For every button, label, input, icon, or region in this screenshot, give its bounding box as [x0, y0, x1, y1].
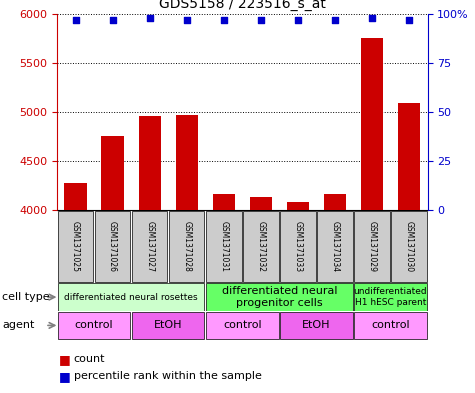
Text: EtOH: EtOH: [302, 320, 331, 331]
FancyBboxPatch shape: [169, 211, 204, 282]
FancyBboxPatch shape: [354, 283, 427, 311]
FancyBboxPatch shape: [206, 312, 278, 339]
FancyBboxPatch shape: [354, 312, 427, 339]
Bar: [361, 38, 383, 393]
Text: ■: ■: [59, 369, 71, 383]
Text: GSM1371026: GSM1371026: [108, 221, 117, 272]
Text: GSM1371028: GSM1371028: [182, 221, 191, 272]
Text: ■: ■: [59, 353, 71, 366]
FancyBboxPatch shape: [317, 211, 352, 282]
Text: GSM1371031: GSM1371031: [219, 221, 228, 272]
Point: [257, 17, 265, 23]
Text: GSM1371034: GSM1371034: [331, 221, 339, 272]
Text: differentiated neural rosettes: differentiated neural rosettes: [64, 293, 198, 301]
FancyBboxPatch shape: [391, 211, 427, 282]
Bar: [176, 115, 198, 393]
Point: [405, 17, 413, 23]
Text: differentiated neural
progenitor cells: differentiated neural progenitor cells: [221, 286, 337, 308]
FancyBboxPatch shape: [206, 283, 352, 311]
Bar: [287, 202, 309, 393]
Text: GSM1371033: GSM1371033: [294, 221, 302, 272]
FancyBboxPatch shape: [280, 312, 352, 339]
FancyBboxPatch shape: [58, 283, 204, 311]
Point: [183, 17, 190, 23]
Text: GSM1371030: GSM1371030: [405, 221, 413, 272]
FancyBboxPatch shape: [206, 211, 241, 282]
Point: [146, 15, 153, 21]
FancyBboxPatch shape: [280, 211, 315, 282]
Text: GSM1371029: GSM1371029: [368, 221, 376, 272]
Point: [109, 17, 116, 23]
Point: [368, 15, 376, 21]
FancyBboxPatch shape: [132, 312, 204, 339]
Bar: [213, 193, 235, 393]
Bar: [102, 136, 124, 393]
Text: GSM1371025: GSM1371025: [71, 221, 80, 272]
Text: control: control: [75, 320, 114, 331]
Text: percentile rank within the sample: percentile rank within the sample: [74, 371, 262, 381]
Text: control: control: [371, 320, 410, 331]
Bar: [139, 116, 161, 393]
Bar: [398, 103, 420, 393]
Text: undifferentiated
H1 hESC parent: undifferentiated H1 hESC parent: [353, 287, 428, 307]
Bar: [250, 197, 272, 393]
Text: agent: agent: [2, 320, 35, 331]
Text: count: count: [74, 354, 105, 364]
Title: GDS5158 / 223516_s_at: GDS5158 / 223516_s_at: [159, 0, 326, 11]
Bar: [65, 183, 86, 393]
Text: control: control: [223, 320, 262, 331]
FancyBboxPatch shape: [354, 211, 390, 282]
Bar: [324, 193, 346, 393]
FancyBboxPatch shape: [58, 312, 130, 339]
Point: [72, 17, 79, 23]
FancyBboxPatch shape: [58, 211, 93, 282]
Point: [331, 17, 339, 23]
FancyBboxPatch shape: [243, 211, 278, 282]
Point: [294, 17, 302, 23]
Point: [220, 17, 228, 23]
Text: GSM1371032: GSM1371032: [256, 221, 265, 272]
Text: GSM1371027: GSM1371027: [145, 221, 154, 272]
FancyBboxPatch shape: [95, 211, 130, 282]
Text: cell type: cell type: [2, 292, 50, 302]
Text: EtOH: EtOH: [154, 320, 182, 331]
FancyBboxPatch shape: [132, 211, 167, 282]
